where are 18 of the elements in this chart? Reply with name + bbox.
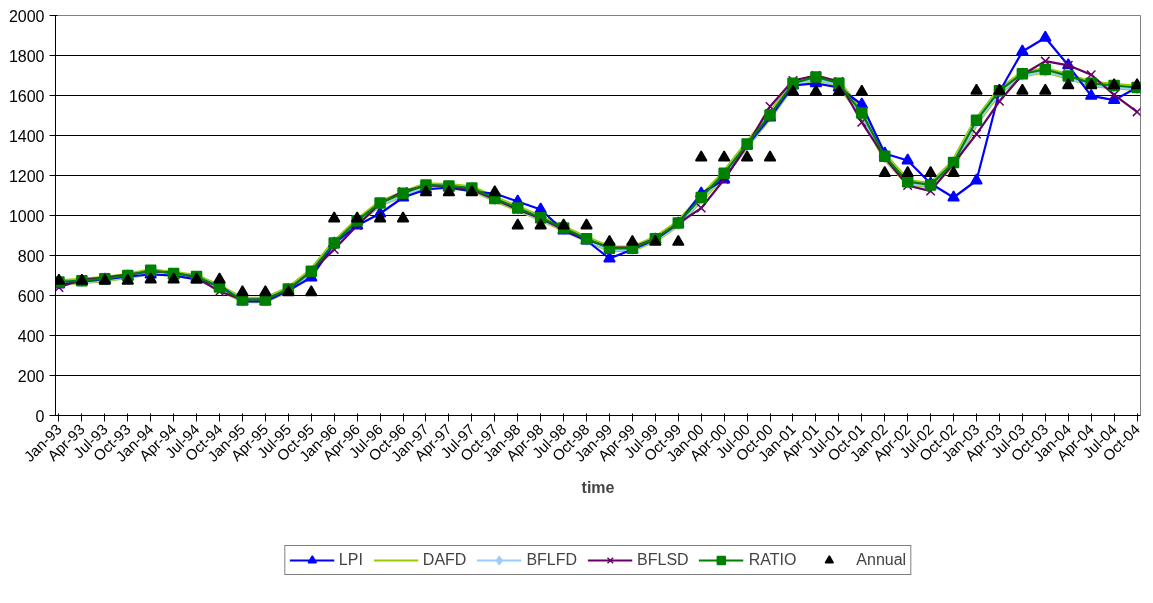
y-tick-label: 400 xyxy=(17,327,45,345)
legend-label: RATIO xyxy=(748,551,797,569)
y-tick-label: 1200 xyxy=(8,167,45,185)
y-tick-label: 600 xyxy=(17,287,45,305)
legend-label: Annual xyxy=(856,551,907,569)
y-tick-label: 1600 xyxy=(8,87,45,105)
y-tick-label: 2000 xyxy=(8,7,45,25)
y-tick-label: 1000 xyxy=(8,207,45,225)
legend-label: BFLSD xyxy=(637,551,689,569)
legend-label: BFLFD xyxy=(526,551,578,569)
x-axis-title: time xyxy=(581,478,615,496)
y-tick-label: 1800 xyxy=(8,47,45,65)
y-tick-label: 0 xyxy=(35,407,45,425)
y-tick-label: 1400 xyxy=(8,127,45,145)
legend-label: LPI xyxy=(338,551,363,569)
y-tick-label: 800 xyxy=(17,247,45,265)
legend-label: DAFD xyxy=(422,551,467,569)
y-tick-label: 200 xyxy=(17,367,45,385)
